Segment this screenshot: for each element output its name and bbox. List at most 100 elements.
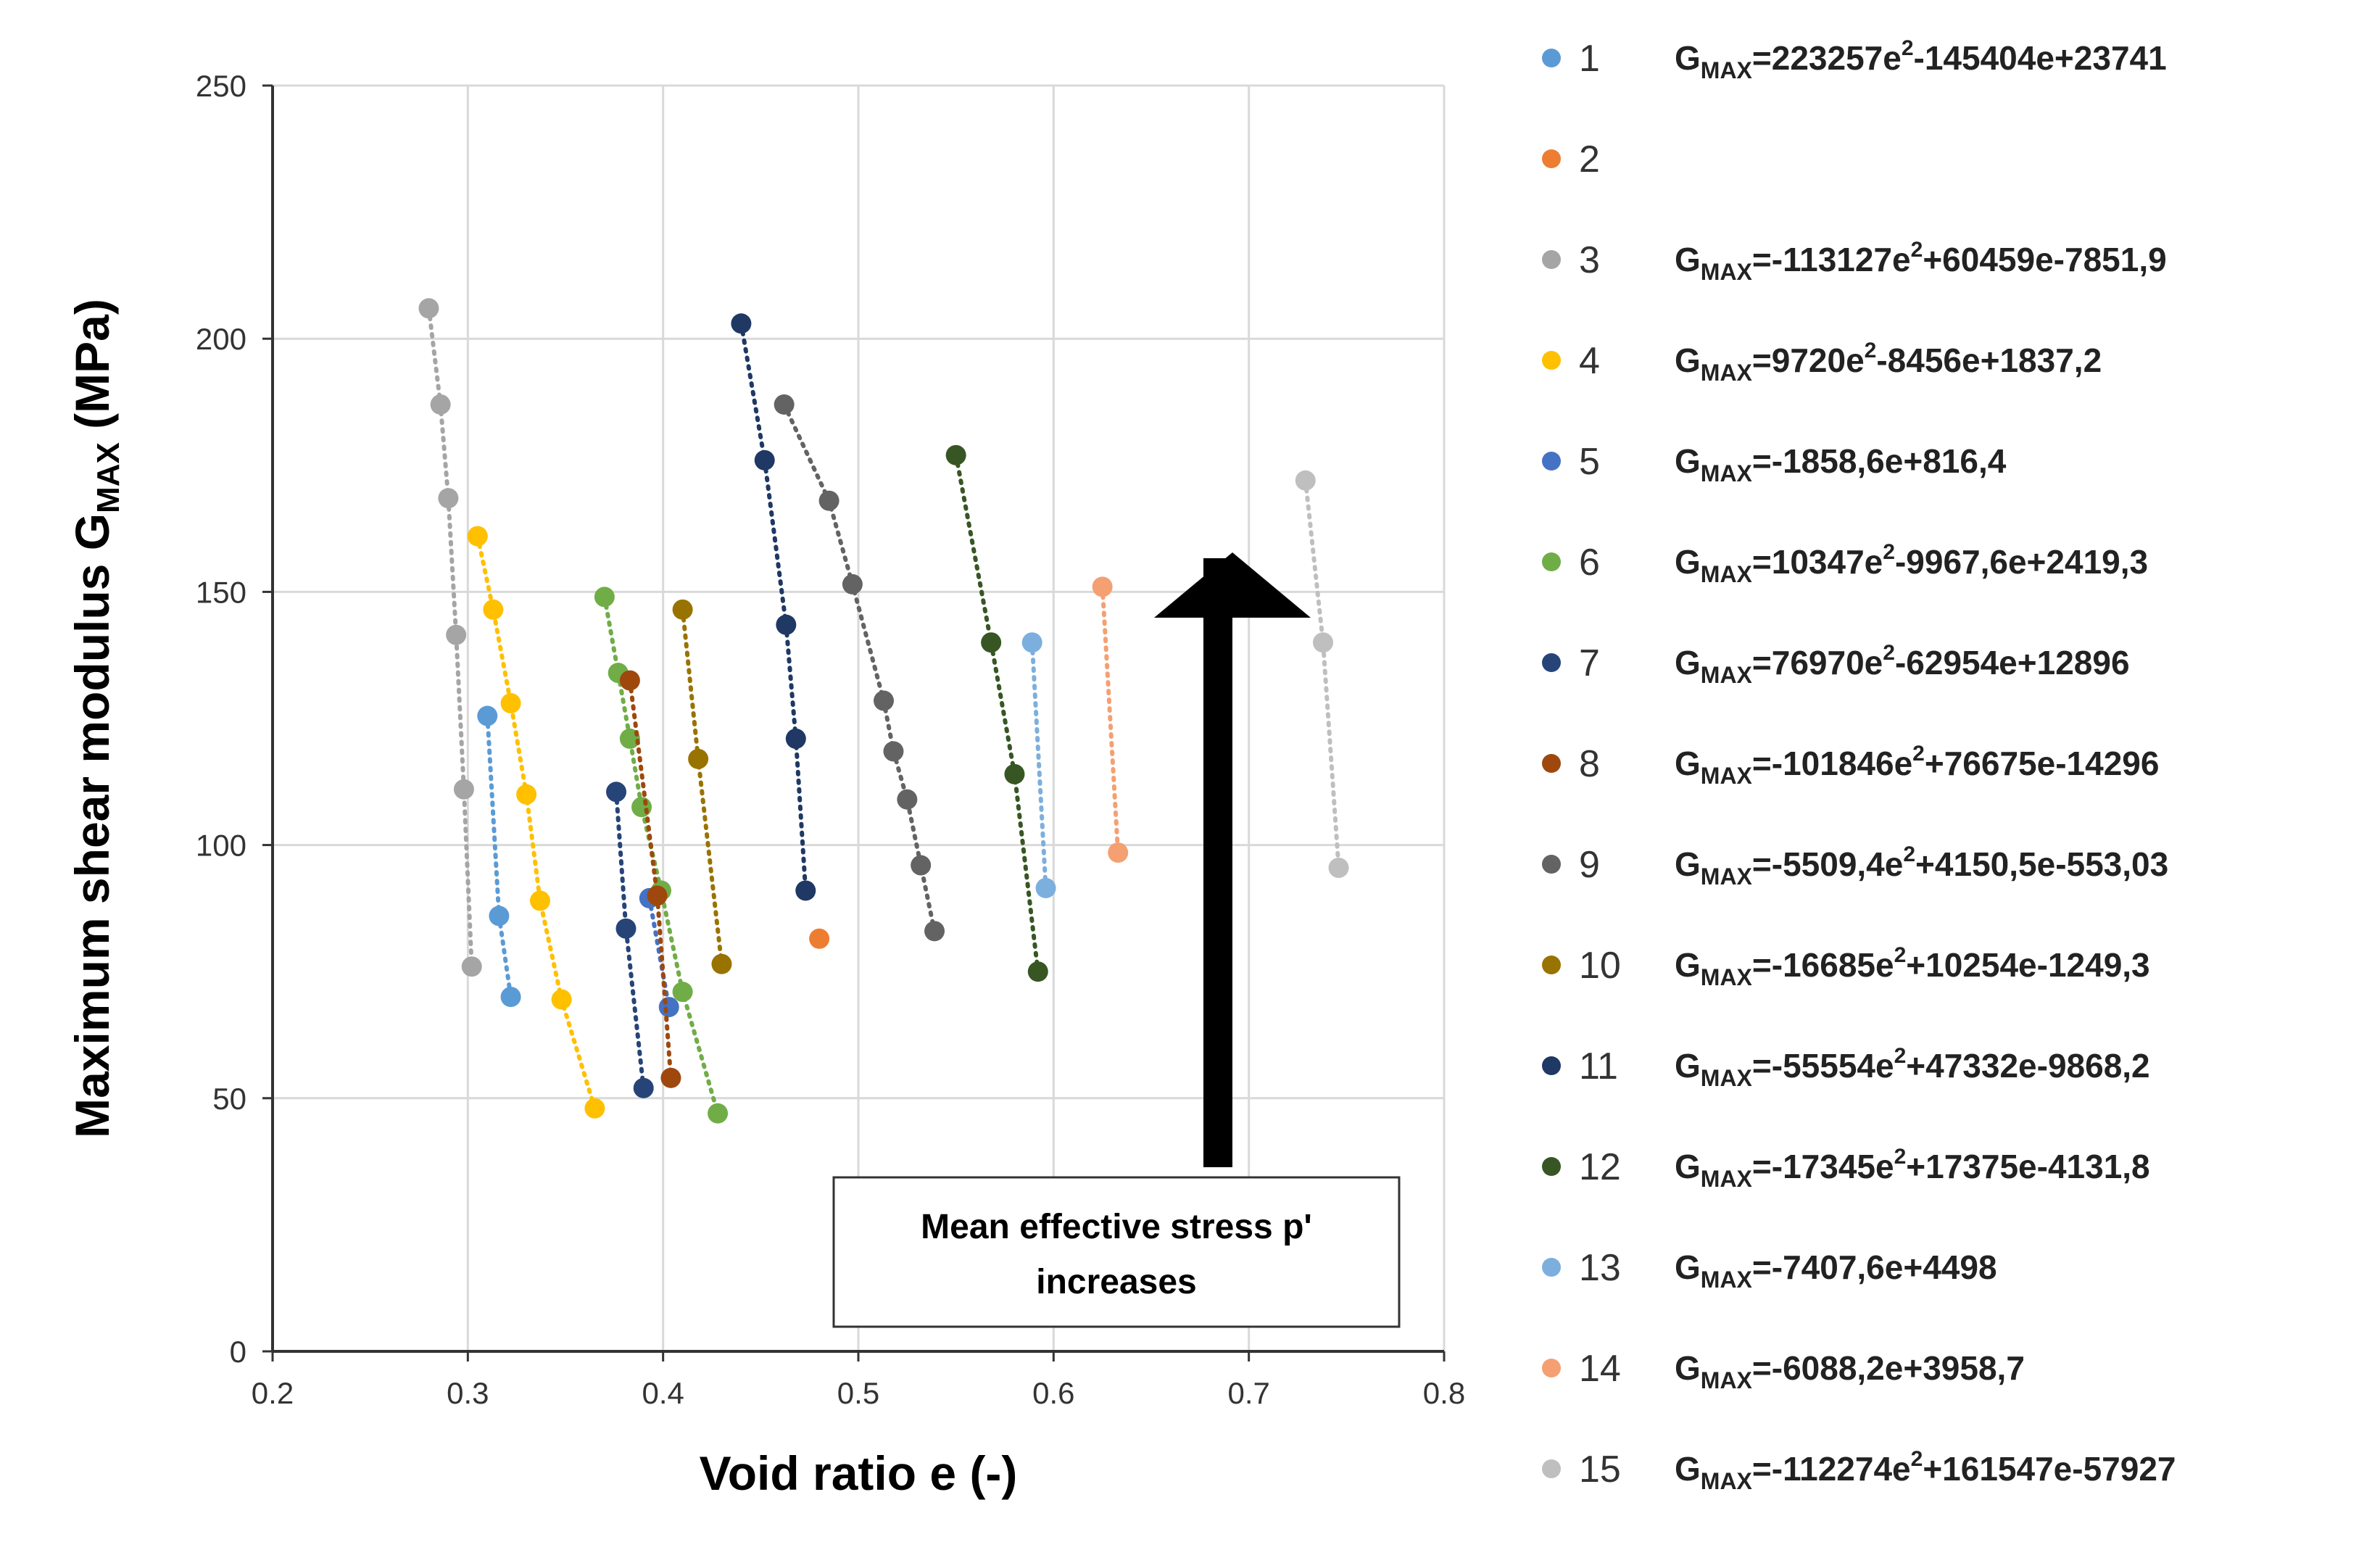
legend-equation: GMAX=-113127e2+60459e-7851,9 [1675,238,2167,285]
data-point [776,614,797,635]
data-point [818,490,839,511]
legend-label: 3 [1579,239,1600,281]
data-point [754,449,775,471]
legend-label: 1 [1579,38,1600,80]
legend-item-10: 10 GMAX=-16685e2+10254e-1249,3 [1542,943,2150,990]
legend-item-9: 9 GMAX=-5509,4e2+4150,5e-553,03 [1542,842,2168,890]
data-point [731,313,752,334]
data-point [594,587,615,608]
data-point [809,928,830,949]
legend-label: 11 [1579,1045,1618,1087]
data-point [874,690,895,711]
series-line-9 [781,402,937,934]
data-point [672,982,693,1003]
data-point [658,997,679,1018]
series-line-1 [485,713,513,1000]
series-2 [809,928,830,949]
series-layer [418,298,1349,1124]
legend-label: 12 [1579,1146,1621,1188]
y-tick-label: 50 [212,1082,246,1116]
legend-marker [1542,1157,1561,1176]
series-4 [467,526,605,1119]
data-point [418,298,439,319]
legend-item-5: 5 GMAX=-1858,6e+816,4 [1542,441,2007,486]
legend-item-14: 14 GMAX=-6088,2e+3958,7 [1542,1348,2025,1393]
data-point [688,748,709,769]
data-point [1021,632,1042,653]
data-point [774,394,795,415]
data-point [897,789,918,810]
series-line-11 [739,321,808,893]
y-tick-label: 100 [196,829,246,863]
x-tick-label: 0.6 [1032,1376,1074,1410]
series-line-15 [1303,478,1341,870]
legend-equation: GMAX=-101846e2+76675e-14296 [1675,742,2159,789]
data-point [883,741,904,762]
legend-marker [1542,452,1561,471]
series-line-13 [1029,640,1048,890]
legend: 1 GMAX=223257e2-145404e+23741 2 3 GMAX=-1131… [1542,36,2176,1494]
axes [262,84,1446,1362]
legend-label: 14 [1579,1348,1621,1390]
legend-item-11: 11 GMAX=-55554e2+47332e-9868,2 [1542,1044,2150,1091]
series-line-7 [614,789,646,1090]
legend-item-12: 12 GMAX=-17345e2+17375e-4131,8 [1542,1145,2150,1192]
data-point [500,987,521,1008]
data-point [711,953,732,974]
legend-label: 13 [1579,1247,1621,1289]
legend-equation: GMAX=-16685e2+10254e-1249,3 [1675,943,2150,990]
data-point [467,526,488,547]
legend-marker [1542,855,1561,874]
legend-equation: GMAX=-7407,6e+4498 [1675,1248,1997,1293]
data-point [672,599,693,620]
legend-marker [1542,1258,1561,1277]
x-tick-label: 0.2 [252,1376,294,1410]
legend-label: 2 [1579,138,1600,181]
data-point [615,918,637,939]
data-point [529,890,550,911]
data-point [483,599,504,620]
up-arrow-icon [1203,558,1232,1167]
legend-marker [1542,49,1561,67]
data-point [1295,470,1316,491]
annotation-line-2: increases [1036,1263,1197,1301]
data-point [1092,576,1113,597]
legend-item-15: 15 GMAX=-112274e2+161547e-57927 [1542,1447,2176,1494]
legend-equation: GMAX=9720e2-8456e+1837,2 [1675,339,2102,386]
legend-equation: GMAX=-1858,6e+816,4 [1675,442,2007,486]
annotation: Mean effective stress p' increases [832,552,1401,1328]
arrow-head-icon [1154,552,1311,618]
series-12 [945,444,1048,982]
data-point [631,797,652,818]
series-11 [731,313,816,901]
data-point [660,1067,681,1088]
legend-marker [1542,754,1561,773]
y-axis-title: Maximum shear modulus GMAX (MPa) [65,299,126,1138]
y-axis-title-unit: (MPa) [65,299,119,442]
legend-label: 15 [1579,1449,1621,1491]
legend-equation: GMAX=-55554e2+47332e-9868,2 [1675,1044,2150,1091]
legend-marker [1542,552,1561,571]
series-line-14 [1100,584,1121,855]
legend-marker [1542,351,1561,370]
series-3 [418,298,482,977]
legend-marker [1542,149,1561,168]
data-point [477,705,498,726]
legend-item-7: 7 GMAX=76970e2-62954e+12896 [1542,641,2130,688]
legend-label: 4 [1579,340,1600,382]
data-point [438,488,459,509]
series-8 [619,670,681,1088]
legend-equation: GMAX=-112274e2+161547e-57927 [1675,1447,2176,1494]
tick-labels: 0.2 0.3 0.4 0.5 0.6 0.7 0.8 0 50 100 150 200 250 [196,69,1465,1410]
annotation-box [832,1176,1401,1328]
data-point [924,921,945,942]
series-7 [606,782,654,1098]
data-point [461,956,482,977]
data-point [430,394,451,415]
data-point [945,444,966,465]
data-point [708,1103,729,1124]
data-point [619,670,640,691]
series-15 [1295,470,1349,879]
data-point [446,624,467,645]
